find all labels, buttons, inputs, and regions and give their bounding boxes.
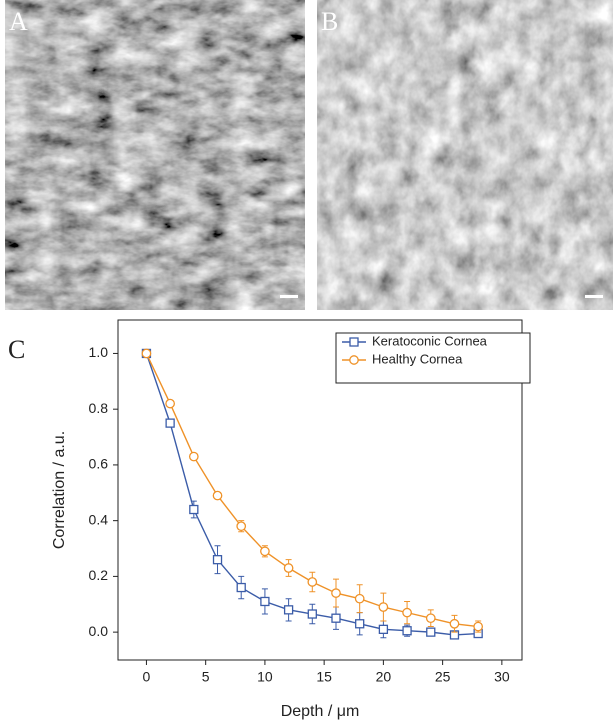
marker	[283, 563, 294, 573]
legend-marker	[349, 355, 359, 365]
marker	[354, 593, 365, 604]
image-b	[317, 0, 613, 310]
marker	[260, 546, 270, 557]
x-axis-label: Depth / μm	[281, 703, 360, 720]
y-tick-label: 0.4	[89, 511, 109, 527]
marker	[426, 627, 436, 637]
marker	[307, 609, 317, 619]
panel-label: A	[9, 7, 28, 36]
scale-bar	[280, 295, 298, 298]
marker	[331, 613, 341, 623]
marker	[236, 521, 247, 532]
marker	[189, 504, 199, 515]
image-a	[5, 0, 305, 310]
marker	[425, 613, 436, 624]
y-tick-label: 0.6	[89, 456, 109, 472]
scale-bar	[585, 295, 603, 298]
marker	[212, 490, 223, 501]
x-tick-label: 15	[316, 669, 332, 685]
marker	[260, 596, 270, 607]
y-tick-label: 1.0	[89, 344, 109, 360]
marker	[473, 621, 484, 632]
marker	[141, 348, 152, 359]
legend-label: Healthy Cornea	[372, 351, 463, 366]
marker	[165, 398, 175, 409]
x-tick-label: 10	[257, 669, 273, 685]
y-axis-label: Correlation / a.u.	[51, 431, 68, 549]
series-line	[145, 353, 479, 636]
marker	[378, 602, 389, 612]
y-tick-label: 0.8	[89, 400, 109, 416]
marker	[165, 418, 175, 428]
marker	[236, 582, 246, 593]
y-tick-label: 0.2	[89, 567, 109, 583]
marker	[402, 626, 412, 636]
legend-marker	[349, 337, 359, 347]
x-tick-label: 30	[494, 669, 510, 685]
marker	[283, 605, 294, 615]
panel-label: B	[321, 7, 338, 36]
marker	[449, 618, 460, 629]
x-tick-label: 5	[202, 669, 210, 685]
marker	[212, 555, 223, 565]
marker	[355, 619, 365, 629]
marker	[331, 588, 341, 598]
plot-frame	[117, 319, 523, 661]
x-tick-label: 20	[376, 669, 392, 685]
panel-label: C	[8, 335, 25, 364]
marker	[378, 624, 389, 634]
y-tick-label: 0.0	[89, 623, 109, 639]
x-tick-label: 0	[143, 669, 151, 685]
legend-box	[335, 332, 531, 384]
x-tick-label: 25	[435, 669, 451, 685]
marker	[307, 577, 318, 587]
marker	[188, 451, 199, 462]
marker	[402, 607, 412, 618]
legend-label: Keratoconic Cornea	[372, 333, 488, 348]
